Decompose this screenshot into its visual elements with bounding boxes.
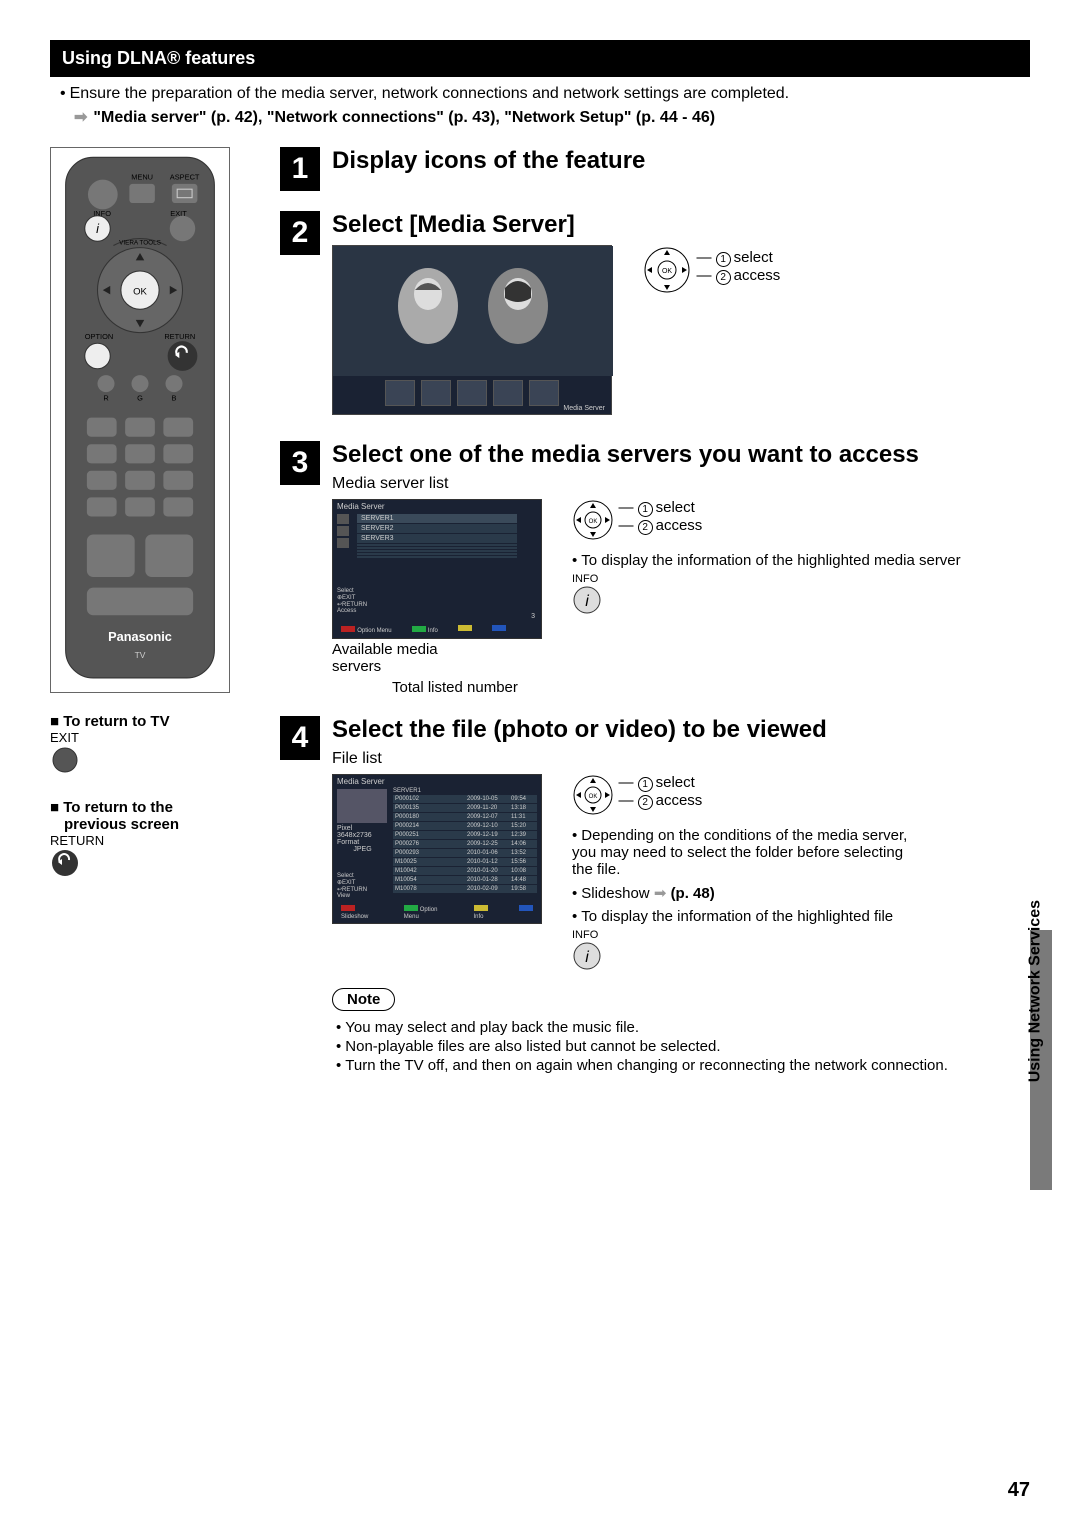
svg-text:OK: OK	[662, 268, 672, 275]
svg-text:B: B	[172, 394, 177, 403]
note-label: Note	[332, 988, 395, 1011]
svg-text:RETURN: RETURN	[164, 332, 195, 341]
svg-text:ASPECT: ASPECT	[170, 173, 200, 182]
svg-text:MENU: MENU	[131, 173, 153, 182]
svg-text:OK: OK	[589, 794, 598, 800]
svg-text:TV: TV	[135, 650, 146, 660]
info-icon: i	[572, 585, 602, 615]
intro-text: Ensure the preparation of the media serv…	[60, 85, 1030, 103]
file-list-screen: Media Server SERVER1 P0001022009-10-0509…	[332, 774, 542, 924]
svg-text:OK: OK	[589, 519, 598, 525]
ok-nav-icon: OK	[572, 774, 614, 816]
side-tab-text: Using Network Services	[1026, 900, 1044, 1082]
left-column: MENU ASPECT INFOEXIT i VIERA TOOLS OK OP…	[50, 147, 260, 1094]
svg-text:R: R	[103, 394, 109, 403]
step-4: 4 Select the file (photo or video) to be…	[280, 716, 1030, 1074]
svg-text:Panasonic: Panasonic	[108, 629, 172, 644]
server-list-screen: Media Server SERVER1 SERVER2 SERVER3	[332, 499, 542, 639]
page-number: 47	[1008, 1479, 1030, 1502]
ok-nav-icon: OK	[642, 245, 692, 295]
svg-text:VIERA TOOLS: VIERA TOOLS	[119, 239, 161, 246]
svg-text:i: i	[585, 949, 589, 966]
svg-text:OPTION: OPTION	[85, 332, 113, 341]
svg-text:G: G	[137, 394, 143, 403]
note-item: Non-playable files are also listed but c…	[336, 1038, 1030, 1055]
step-3: 3 Select one of the media servers you wa…	[280, 441, 1030, 696]
svg-text:OK: OK	[133, 286, 147, 297]
return-tv-note: ■ To return to TV EXIT	[50, 713, 260, 779]
svg-text:i: i	[585, 593, 589, 610]
return-icon	[50, 848, 80, 878]
step-2: 2 Select [Media Server] Media Server	[280, 211, 1030, 421]
remote-illustration: MENU ASPECT INFOEXIT i VIERA TOOLS OK OP…	[50, 147, 230, 693]
right-column: 1 Display icons of the feature 2 Select …	[280, 147, 1030, 1094]
return-prev-note: ■ To return to the previous screen RETUR…	[50, 799, 260, 882]
intro-ref: ➡"Media server" (p. 42), "Network connec…	[74, 107, 1030, 127]
step-1: 1 Display icons of the feature	[280, 147, 1030, 191]
info-icon: i	[572, 941, 602, 971]
section-header: Using DLNA® features	[50, 40, 1030, 77]
ok-nav-icon: OK	[572, 499, 614, 541]
note-item: You may select and play back the music f…	[336, 1019, 1030, 1036]
media-server-screen: Media Server	[332, 245, 612, 415]
note-item: Turn the TV off, and then on again when …	[336, 1057, 1030, 1074]
